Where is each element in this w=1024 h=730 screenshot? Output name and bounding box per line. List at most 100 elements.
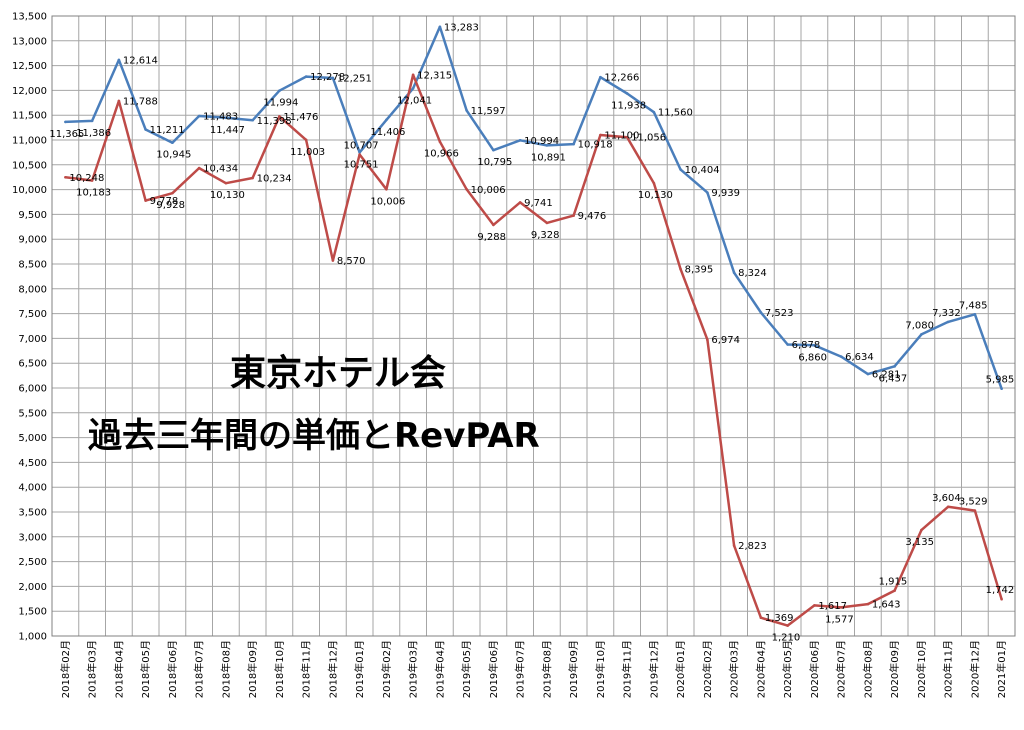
x-tick-label: 2019年10月: [594, 640, 607, 698]
series-2-point: [1000, 597, 1003, 601]
y-tick-label: 13,000: [12, 36, 47, 47]
series-1-data-label: 10,891: [531, 152, 566, 163]
series-1-point: [920, 333, 923, 336]
x-tick-label: 2018年12月: [326, 640, 339, 698]
x-tick-label: 2020年06月: [808, 640, 821, 698]
y-tick-label: 1,500: [18, 607, 47, 618]
series-1-data-label: 12,614: [123, 55, 158, 66]
series-1-point: [64, 120, 67, 124]
series-2-data-label: 1,369: [765, 613, 794, 624]
y-tick-label: 8,000: [18, 284, 47, 295]
series-2-data-label: 1,210: [772, 633, 801, 644]
x-tick-label: 2019年03月: [407, 640, 420, 698]
series-2-point: [920, 528, 923, 532]
series-1-data-label: 9,939: [711, 188, 740, 199]
series-2-point: [652, 181, 656, 185]
series-1-point: [197, 114, 201, 118]
y-tick-label: 5,000: [18, 433, 47, 444]
series-1-point: [251, 118, 254, 122]
x-tick-label: 2019年06月: [487, 640, 500, 698]
series-2-data-label: 11,056: [631, 133, 666, 144]
series-1-data-label: 7,332: [932, 308, 961, 319]
y-tick-label: 5,500: [18, 408, 47, 419]
y-tick-label: 3,000: [18, 532, 47, 543]
series-1-data-label: 11,398: [257, 116, 292, 127]
series-line-1: [65, 25, 1003, 390]
series-1-point: [866, 372, 870, 376]
x-tick-label: 2018年07月: [193, 640, 206, 698]
series-1-data-label: 5,985: [986, 375, 1015, 386]
x-tick-label: 2018年08月: [219, 640, 232, 698]
series-1-data-label: 12,251: [337, 73, 372, 84]
series-2-point: [144, 199, 147, 202]
series-1-point: [358, 151, 361, 154]
x-tick-label: 2019年08月: [540, 640, 553, 698]
series-1-point: [732, 271, 736, 275]
series-2-point: [64, 175, 67, 179]
series-2-data-label: 1,577: [825, 614, 854, 625]
series-2-data-label: 9,741: [524, 198, 553, 209]
series-1-data-label: 6,878: [792, 340, 821, 351]
x-tick-label: 2019年01月: [353, 640, 366, 698]
series-2-point: [545, 221, 549, 225]
series-1-data-label: 6,281: [872, 370, 901, 381]
series-1-point: [171, 141, 174, 145]
series-1-point: [813, 344, 816, 347]
x-tick-label: 2020年05月: [781, 640, 794, 698]
series-2-data-label: 11,003: [290, 147, 325, 158]
series-2-data-label: 11,100: [604, 131, 639, 142]
x-tick-label: 2018年04月: [112, 640, 125, 698]
series-1-point: [385, 118, 388, 122]
series-2-point: [706, 338, 709, 341]
series-1-point: [304, 75, 308, 78]
series-1-point: [90, 119, 94, 123]
series-1-point: [759, 311, 763, 314]
y-tick-label: 3,500: [18, 508, 47, 519]
series-2-point: [117, 99, 121, 103]
series-1-data-label: 11,386: [76, 128, 111, 139]
series-1-data-label: 12,041: [397, 95, 432, 106]
series-2-data-label: 10,006: [471, 185, 506, 196]
series-1-data-label: 12,278: [310, 72, 345, 83]
plot-area-border: [51, 15, 1016, 637]
x-tick-label: 2020年11月: [942, 640, 955, 698]
series-2-point: [358, 153, 361, 156]
series-1-point: [411, 87, 415, 90]
series-1-point: [679, 168, 682, 171]
y-tick-label: 7,000: [18, 334, 47, 345]
series-2-data-label: 12,315: [417, 70, 452, 81]
series-2-point: [304, 138, 308, 142]
series-2-data-label: 8,570: [337, 256, 366, 267]
series-2-point: [732, 544, 736, 547]
y-tick-label: 11,500: [12, 111, 47, 122]
y-tick-label: 2,500: [18, 557, 47, 568]
series-2-data-label: 1,617: [818, 601, 847, 612]
series-2-point: [759, 616, 763, 619]
series-1-point: [599, 75, 602, 79]
series-2-data-label: 10,183: [76, 188, 111, 199]
y-tick-label: 13,500: [12, 12, 47, 23]
series-2-point: [278, 115, 281, 118]
series-1-data-label: 11,483: [203, 112, 238, 123]
x-tick-label: 2019年05月: [460, 640, 473, 698]
series-1-point: [331, 76, 335, 80]
series-2-data-label: 2,823: [738, 541, 767, 552]
x-tick-label: 2019年07月: [514, 640, 527, 698]
series-1-data-label: 10,795: [477, 157, 512, 168]
series-2-data-label: 11,476: [283, 112, 318, 123]
y-tick-label: 4,500: [18, 458, 47, 469]
series-2-point: [171, 191, 174, 195]
x-tick-label: 2020年01月: [674, 640, 687, 698]
series-1-data-label: 11,365: [49, 129, 84, 140]
series-1-data-label: 10,918: [578, 140, 613, 151]
series-1-data-label: 11,447: [210, 125, 245, 136]
series-1-data-label: 6,634: [845, 352, 874, 363]
series-2-data-label: 10,966: [424, 149, 459, 160]
series-2-data-label: 3,529: [959, 497, 988, 508]
x-tick-label: 2019年04月: [433, 640, 446, 698]
series-2-point: [813, 604, 816, 607]
series-1-point: [224, 116, 228, 120]
x-tick-label: 2019年11月: [621, 640, 634, 698]
